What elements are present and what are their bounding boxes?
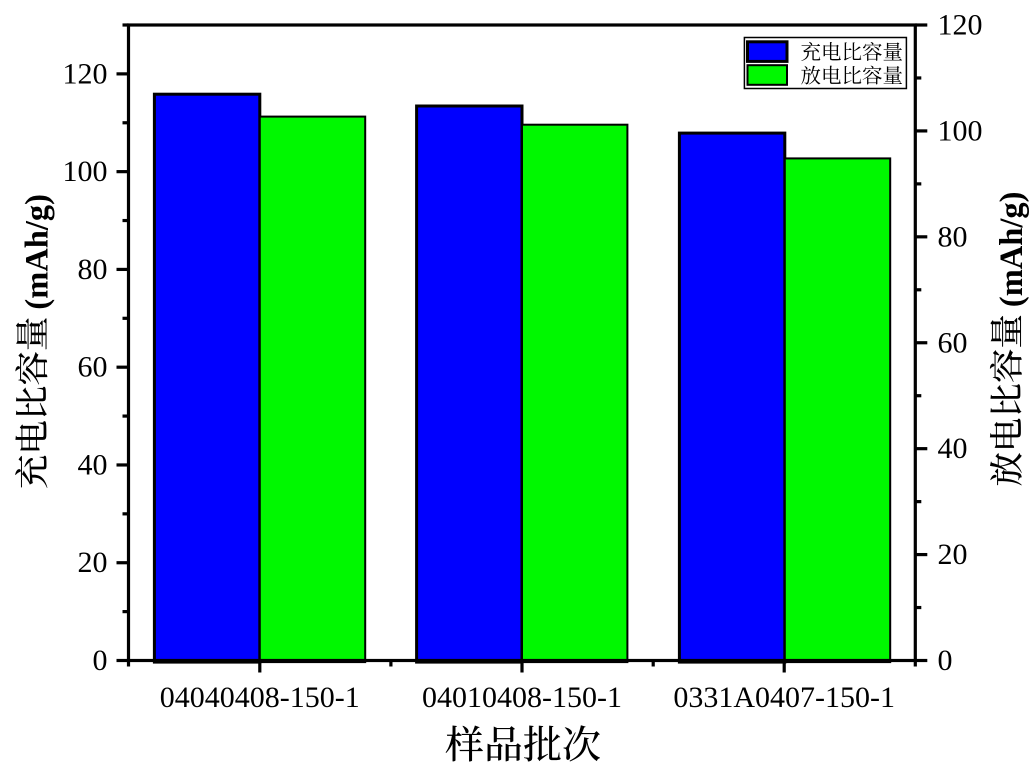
svg-text:60: 60	[938, 326, 968, 359]
svg-text:0331A0407-150-1: 0331A0407-150-1	[673, 681, 895, 714]
svg-text:120: 120	[63, 57, 108, 90]
svg-text:60: 60	[78, 351, 108, 384]
svg-text:(mAh/g): (mAh/g)	[994, 192, 1030, 308]
svg-text:120: 120	[938, 9, 983, 42]
svg-text:100: 100	[63, 155, 108, 188]
svg-text:20: 20	[938, 538, 968, 571]
svg-text:0: 0	[93, 644, 108, 677]
svg-text:04010408-150-1: 04010408-150-1	[422, 681, 622, 714]
svg-text:100: 100	[938, 114, 983, 147]
svg-text:04040408-150-1: 04040408-150-1	[160, 681, 360, 714]
svg-text:20: 20	[78, 546, 108, 579]
svg-text:0: 0	[938, 644, 953, 677]
svg-text:(mAh/g): (mAh/g)	[20, 194, 56, 310]
svg-text:80: 80	[78, 253, 108, 286]
svg-text:40: 40	[78, 448, 108, 481]
svg-text:80: 80	[938, 220, 968, 253]
svg-text:40: 40	[938, 432, 968, 465]
